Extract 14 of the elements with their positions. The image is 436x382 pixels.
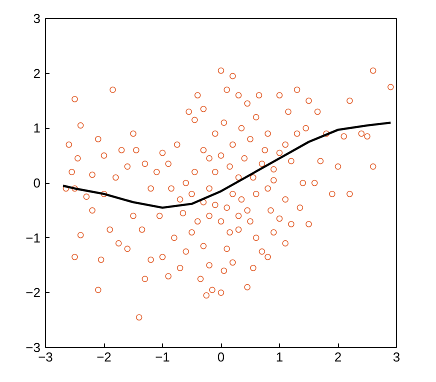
- y-tick-label: 2: [33, 66, 41, 81]
- line-series: [62, 122, 392, 209]
- y-tick-label: −1: [26, 230, 41, 246]
- x-tick-label: 3: [392, 350, 400, 364]
- y-tick-label: 0: [33, 176, 41, 190]
- x-tick-label: −1: [155, 350, 170, 364]
- x-tick-label: 2: [334, 350, 342, 364]
- y-tick-label: −2: [26, 285, 41, 300]
- y-tick-label: −3: [26, 340, 41, 355]
- y-tick-label: 1: [33, 120, 41, 136]
- x-tick-label: 0: [217, 350, 225, 364]
- y-tick-label: 3: [33, 11, 41, 26]
- x-tick-label: 1: [276, 350, 284, 364]
- x-tick-label: −2: [96, 350, 112, 364]
